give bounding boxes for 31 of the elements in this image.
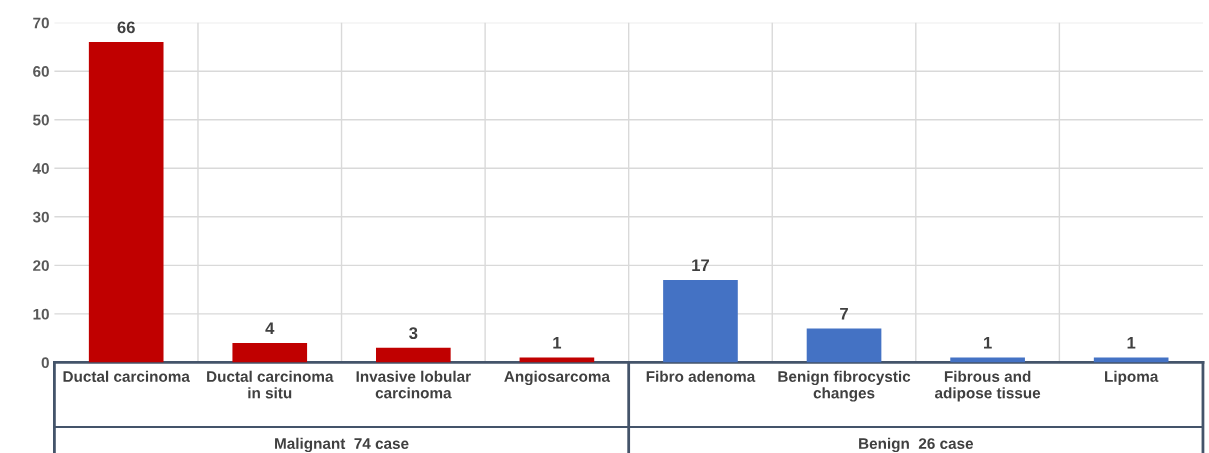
- bar: [232, 342, 308, 363]
- y-tick-label: 0: [41, 357, 49, 369]
- x-tick-label: Ductal carcinoma: [63, 370, 190, 382]
- data-label: 3: [409, 327, 418, 340]
- y-tick-label: 60: [33, 66, 49, 77]
- text: Malignant 74 case: [275, 437, 409, 453]
- data-label: 1: [553, 337, 562, 349]
- data-label: 4: [265, 322, 275, 334]
- data-label: 1: [1127, 337, 1136, 349]
- x-tick-label: Fibro adenoma: [646, 370, 756, 382]
- data-label: 1: [984, 337, 992, 349]
- y-tick-label: 70: [33, 17, 49, 29]
- x-tick-label: Lipoma: [1105, 370, 1159, 385]
- x-tick-label: Invasive lobular carcinoma: [356, 370, 471, 399]
- data-label: 7: [840, 307, 848, 320]
- bar: [806, 328, 882, 363]
- y-tick-label: 30: [32, 211, 49, 223]
- y-tick-label: 10: [33, 308, 49, 320]
- x-tick-label: Fibrous and adipose tissue: [934, 370, 1041, 402]
- bar: [376, 347, 451, 363]
- bar: [88, 42, 164, 363]
- x-tick-label: Benign fibrocystic changes: [778, 370, 911, 402]
- y-tick-label: 40: [32, 163, 49, 174]
- y-tick-label: 20: [33, 260, 49, 272]
- data-label: 17: [692, 259, 709, 271]
- x-tick-label: Angiosarcoma: [504, 370, 611, 386]
- x-tick-label: Ductal carcinoma in situ: [207, 370, 334, 399]
- text: Benign 26 case: [859, 437, 974, 453]
- y-tick-label: 50: [33, 114, 49, 126]
- data-label: 66: [117, 21, 135, 34]
- bar: [663, 279, 738, 363]
